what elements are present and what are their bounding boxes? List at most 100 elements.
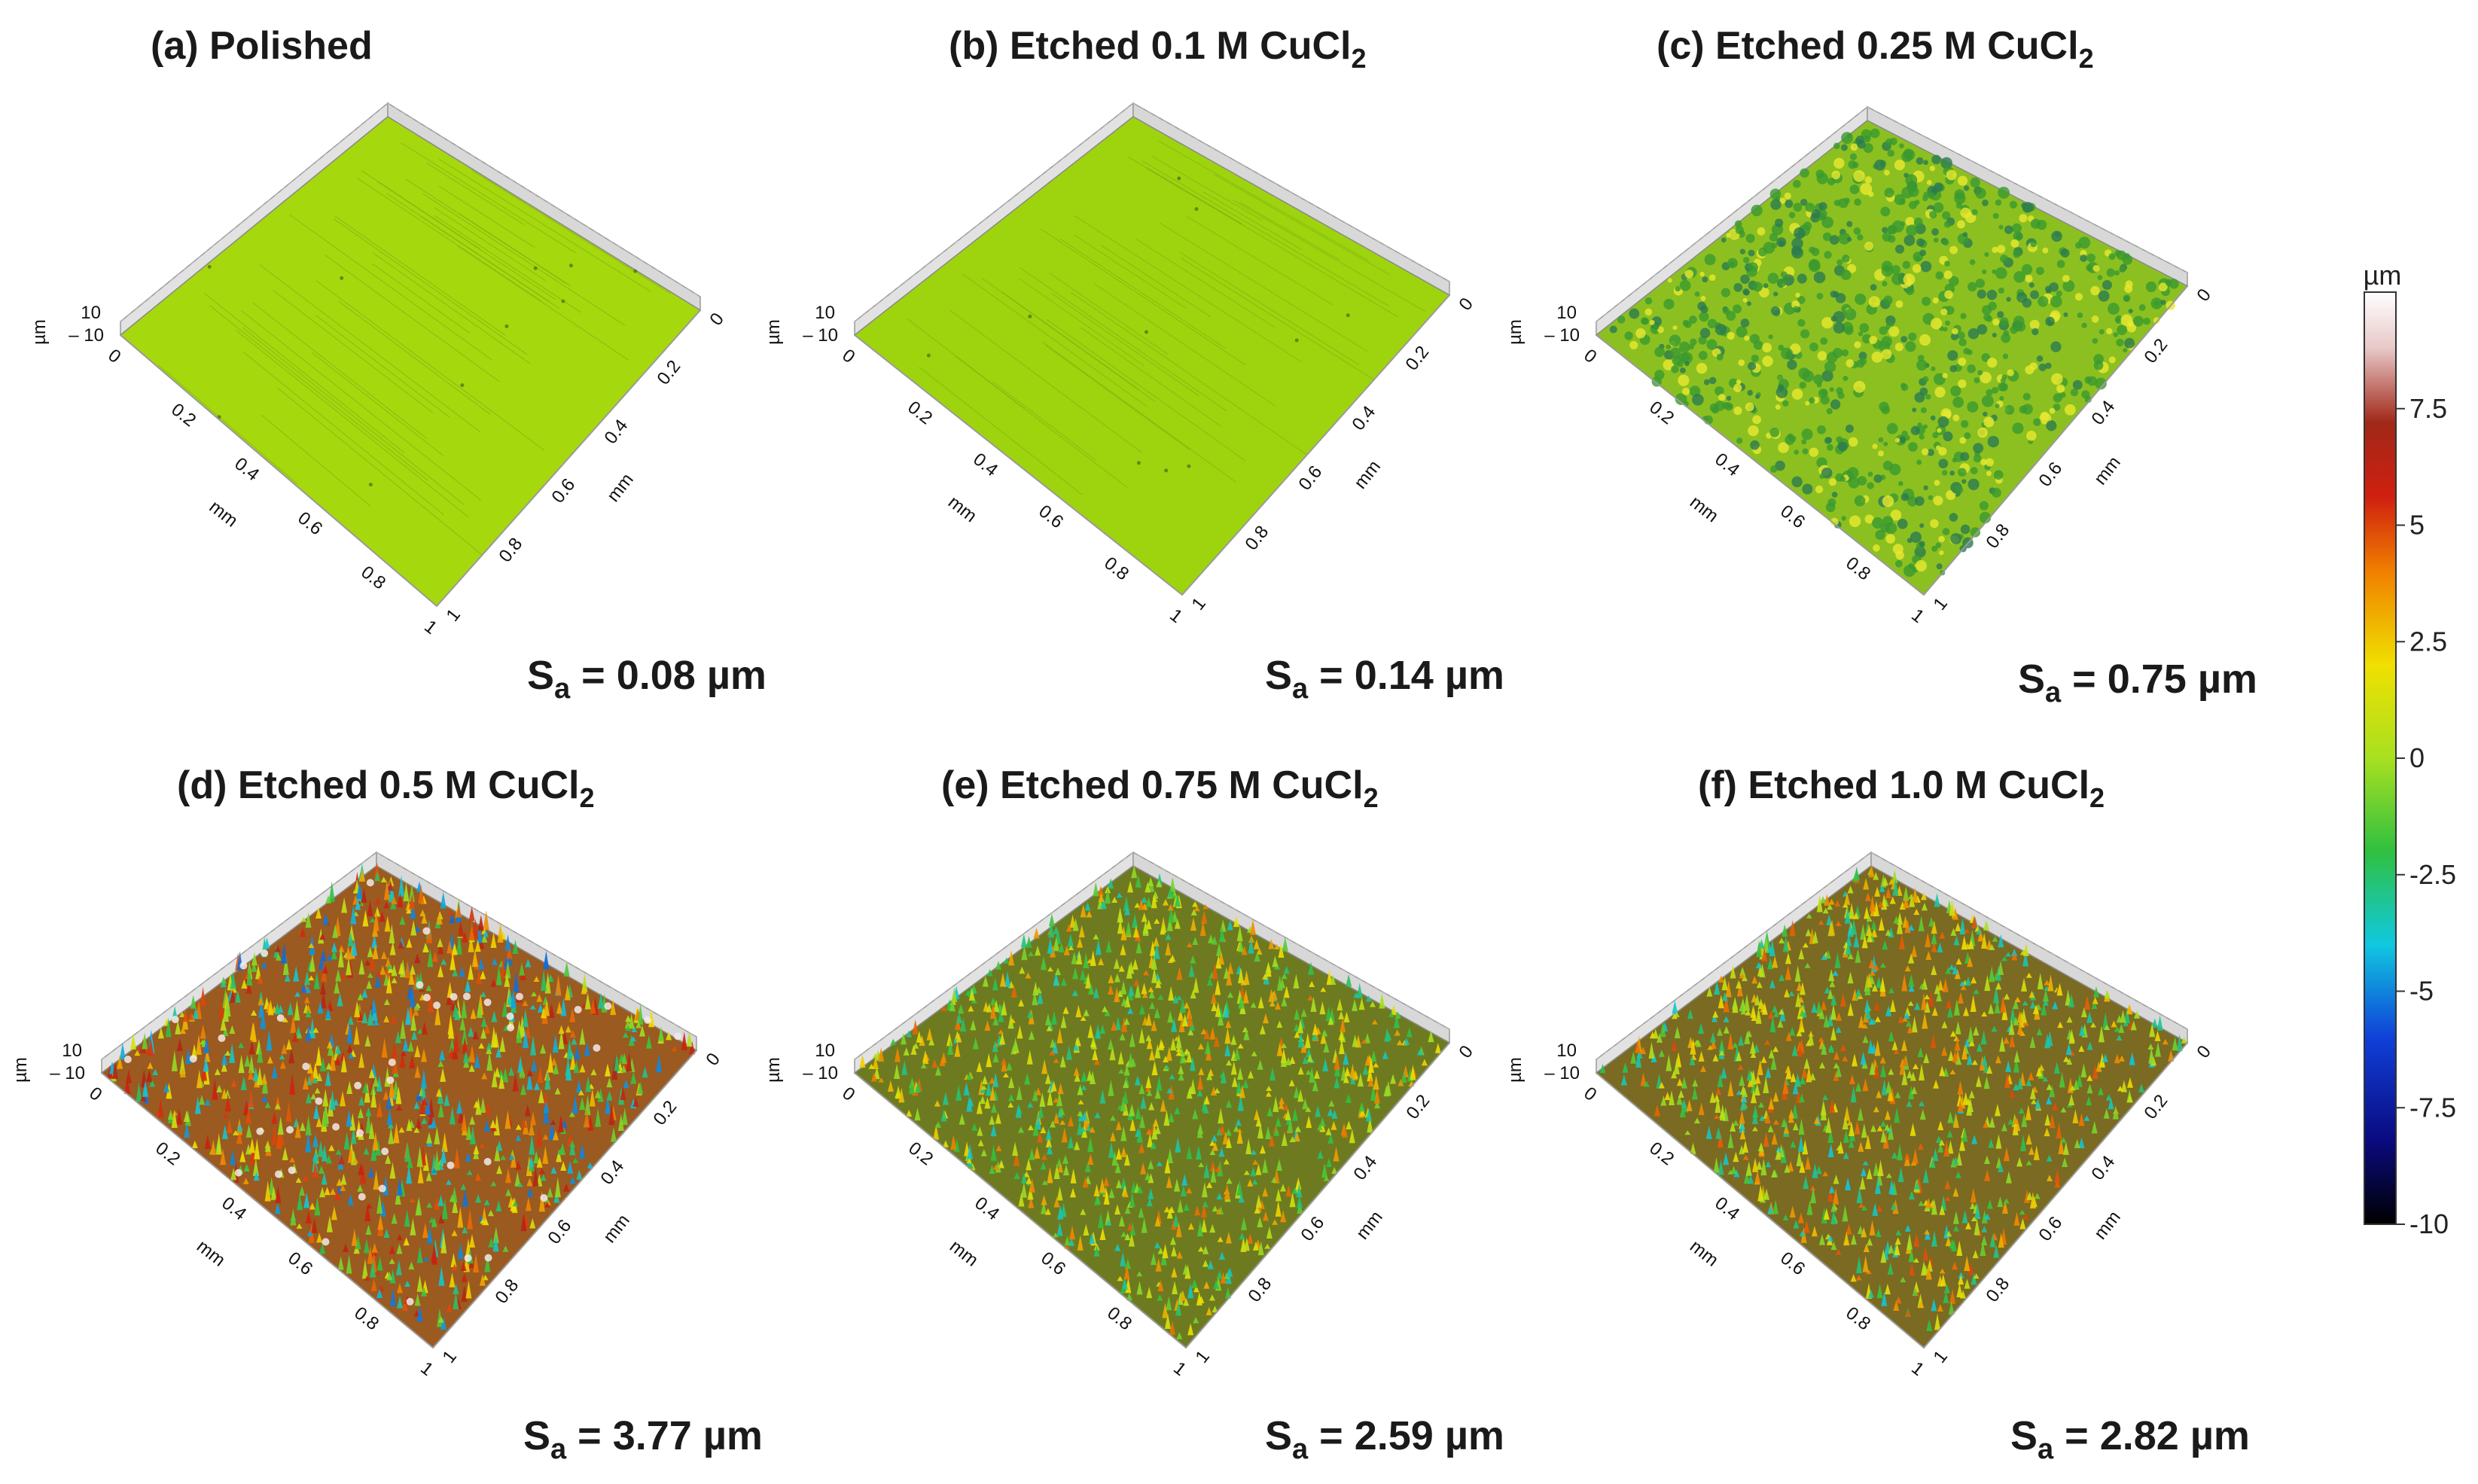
surface-peak [532,1166,539,1187]
surface-peak [2020,1008,2027,1023]
surface-peak [1159,929,1166,935]
surface-speckle [1932,431,1939,439]
surface-peak [1188,964,1195,977]
surface-speckle [2004,225,2013,234]
surface-peak [1945,967,1952,974]
surface-peak [258,997,264,1006]
surface-peak [1276,1020,1283,1028]
surface-peak [990,1144,997,1161]
surface-peak [1911,1016,1918,1033]
surface-peak [2013,1056,2019,1073]
surface-peak-high [189,1055,197,1063]
surface-peak [560,1161,567,1172]
surface-peak [1784,1163,1791,1173]
surface-peak [1751,993,1757,1003]
surface-peak [1126,1292,1132,1301]
surface-speckle [1894,244,1904,254]
x-axis-tick-label: 0.2 [167,399,200,431]
surface-peak [1961,1126,1968,1142]
surface-speckle [1971,209,1978,216]
surface-speckle [2000,378,2006,383]
surface-peak [565,1025,571,1033]
surface-peak [1157,994,1164,1000]
surface-peak [1707,1045,1714,1050]
surface-peak [1146,1198,1153,1207]
surface-speckle [1905,217,1915,227]
surface-speckle [2108,253,2116,261]
panel-title: (f) Etched 1.0 M CuCl2 [1698,763,2105,813]
surface-peak [942,1140,949,1147]
surface-peak [1836,1145,1842,1151]
surface-peak [1169,876,1176,892]
surface-peak [977,1126,983,1136]
panel-title-main: (d) Etched 0.5 M CuCl [177,763,579,807]
x-axis-tick-label: 0.4 [1711,449,1743,480]
surface-peak [1867,1237,1873,1246]
surface-peak [595,1108,602,1127]
surface-peak [1233,1125,1239,1132]
surface-peak [1921,892,1928,900]
surface-peak [468,922,475,940]
surface-peak [1718,975,1724,983]
surface-speckle [1920,261,1932,273]
surface-speckle [1770,199,1782,210]
surface-speckle [1704,254,1716,266]
surface-peak [1230,1035,1237,1045]
surface-peak [1009,1018,1016,1023]
surface-peak [1093,986,1099,998]
surface-peak [1230,1061,1237,1075]
surface-speckle [2108,303,2120,315]
y-axis-tick-label: 1 [1929,1347,1952,1367]
surface-peak [1761,1002,1768,1015]
surface-peak [1874,1016,1881,1022]
surface-peak [989,1077,995,1084]
colorbar-tick-label: -2.5 [2409,859,2456,890]
surface-peak [428,991,434,1013]
surface-peak [1853,912,1860,919]
surface-peak [2046,1175,2053,1181]
surface-peak [626,1052,632,1072]
surface-speckle [1882,495,1894,507]
surface-peak [456,904,462,918]
surface-peak [297,1193,303,1211]
surface-speckle [1722,307,1730,315]
surface-peak [1169,1236,1176,1245]
surface-peak [1166,1208,1173,1219]
surface-peak [548,1003,555,1019]
surface-speckle [1881,336,1892,347]
surface-peak [2000,995,2007,1013]
surface-speckle [1663,359,1675,370]
surface-peak [2052,1102,2059,1111]
surface-peak [906,1109,913,1117]
surface-peak [606,1077,613,1088]
surface-peak [1741,1095,1748,1103]
surface-peak [1660,1021,1666,1038]
surface-peak [1035,986,1042,994]
surface-speckle [2030,240,2037,248]
surface-peak [1115,1120,1122,1131]
surface-peak [200,1024,206,1039]
surface-speckle [1716,353,1724,361]
surface-peak [1120,980,1127,995]
surface-speckle [1949,513,1958,522]
sa-value: = 0.14 µm [1308,653,1504,698]
surface-peak [1252,1241,1259,1251]
surface-peak [1226,1059,1233,1066]
surface-peak [519,1067,526,1079]
surface-peak [462,1037,468,1054]
surface-peak [167,1109,174,1120]
z-axis-unit: µm [1505,1057,1526,1083]
surface-speckle [2145,281,2157,293]
surface-peak [1700,1065,1707,1072]
sa-value: = 2.59 µm [1308,1413,1504,1458]
polish-streak [1019,267,1227,412]
surface-peak [1844,892,1851,905]
surface-peak [1798,948,1805,960]
surface-peak [248,1040,255,1055]
surface-peak [1757,1142,1764,1152]
surface-peak [1163,899,1169,906]
surface-peak [296,1223,303,1229]
surface-peak [1297,1089,1304,1102]
surface-peak [376,1288,383,1298]
surface-peak [1946,1007,1953,1018]
